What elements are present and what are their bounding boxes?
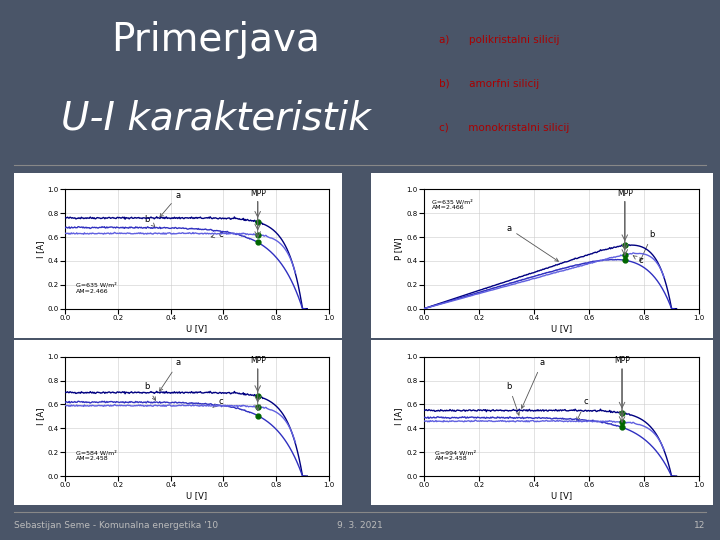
Y-axis label: I [A]: I [A] [36,240,45,258]
Text: b: b [144,382,156,400]
FancyBboxPatch shape [8,337,348,508]
Text: a: a [160,191,181,217]
X-axis label: U [V]: U [V] [186,491,207,500]
X-axis label: U [V]: U [V] [551,323,572,333]
Text: G=635 W/m²
AM=2.466: G=635 W/m² AM=2.466 [76,282,117,294]
Text: G=994 W/m²
AM=2.458: G=994 W/m² AM=2.458 [435,450,476,461]
Text: c: c [577,397,588,421]
Text: b: b [144,214,155,227]
Text: Primerjava: Primerjava [112,21,320,59]
Text: c: c [633,256,643,265]
Text: MPP: MPP [614,356,630,365]
Text: c: c [213,397,222,407]
Text: a)      polikristalni silicij: a) polikristalni silicij [439,35,559,45]
Text: a: a [506,224,559,261]
Y-axis label: I [A]: I [A] [36,408,45,425]
Text: c)      monokristalni silicij: c) monokristalni silicij [439,123,570,132]
Text: G=584 W/m²
AM=2.458: G=584 W/m² AM=2.458 [76,450,117,461]
Text: b: b [506,382,519,415]
Text: Sebastijan Seme - Komunalna energetika '10: Sebastijan Seme - Komunalna energetika '… [14,522,219,530]
Text: 9. 3. 2021: 9. 3. 2021 [337,522,383,530]
Text: G=635 W/m²
AM=2.466: G=635 W/m² AM=2.466 [432,199,473,210]
Text: b)      amorfni silicij: b) amorfni silicij [439,79,539,89]
Text: c: c [211,230,222,239]
Text: 12: 12 [694,522,706,530]
Y-axis label: P [W]: P [W] [395,238,403,260]
Text: MPP: MPP [617,188,633,198]
Text: a: a [160,358,181,391]
Text: b: b [640,230,655,261]
Y-axis label: I [A]: I [A] [395,408,403,425]
FancyBboxPatch shape [8,170,348,341]
FancyBboxPatch shape [364,337,720,508]
Text: MPP: MPP [250,356,266,365]
FancyBboxPatch shape [364,170,720,341]
X-axis label: U [V]: U [V] [186,323,207,333]
Text: MPP: MPP [250,188,266,198]
X-axis label: U [V]: U [V] [551,491,572,500]
Text: U-I karakteristik: U-I karakteristik [61,99,371,137]
Text: a: a [521,358,544,408]
